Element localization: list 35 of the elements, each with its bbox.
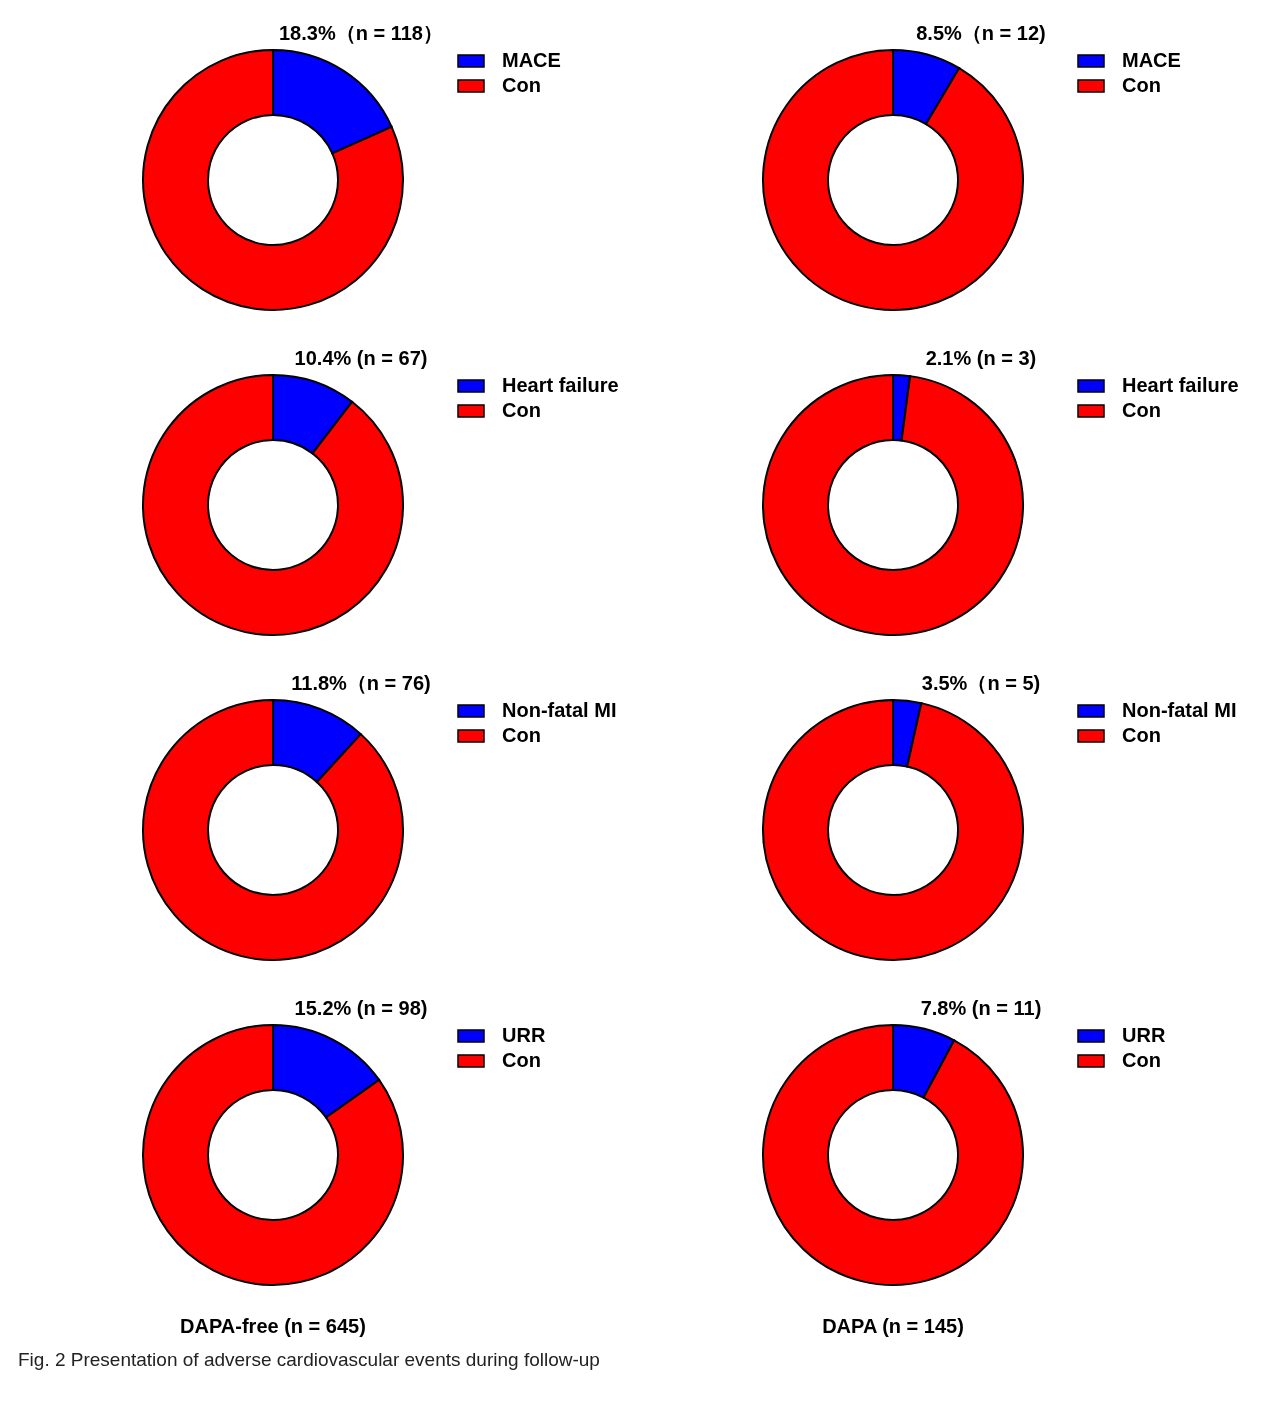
legend-label: Con (502, 399, 541, 421)
donut-slice (142, 49, 404, 311)
chart-title: 10.4% (n = 67) (294, 347, 428, 369)
legend-label: URR (502, 1024, 546, 1046)
chart-title: 15.2% (n = 98) (294, 997, 428, 1019)
legend-label: MACE (1122, 49, 1181, 71)
legend-label: Heart failure (1122, 374, 1239, 396)
text: DAPA (n = 145) (822, 1315, 964, 1337)
legend-label: Non-fatal MI (1122, 699, 1237, 721)
legend-label: Con (1122, 1049, 1161, 1071)
donut-slice (762, 374, 1024, 636)
donut-slice (142, 699, 404, 961)
legend-label: Con (1122, 399, 1161, 421)
legend-label: Con (502, 724, 541, 746)
legend-label: Heart failure (502, 374, 619, 396)
donut-slice (762, 49, 1024, 311)
donut-slice (142, 1024, 404, 1286)
chart-title: 11.8%（n = 76) (291, 672, 431, 694)
donut-slice (762, 699, 1024, 961)
legend-label: Non-fatal MI (502, 699, 617, 721)
donut-slice (142, 374, 404, 636)
legend-label: Con (1122, 74, 1161, 96)
legend-label: URR (1122, 1024, 1166, 1046)
chart-title: 18.3%（n = 118） (279, 22, 443, 44)
chart-title: 3.5%（n = 5) (921, 672, 1041, 694)
chart-title: 2.1% (n = 3) (925, 347, 1037, 369)
donut-slice (762, 1024, 1024, 1286)
caption: Fig. 2 Presentation of adverse cardiovascular events during follow-up (18, 1349, 600, 1370)
legend-label: Con (1122, 724, 1161, 746)
text: DAPA-free (n = 645) (180, 1315, 366, 1337)
legend-label: Con (502, 1049, 541, 1071)
legend-label: Con (502, 74, 541, 96)
chart-title: 8.5%（n = 12) (916, 22, 1046, 44)
legend-label: MACE (502, 49, 561, 71)
chart-title: 7.8% (n = 11) (920, 997, 1042, 1019)
